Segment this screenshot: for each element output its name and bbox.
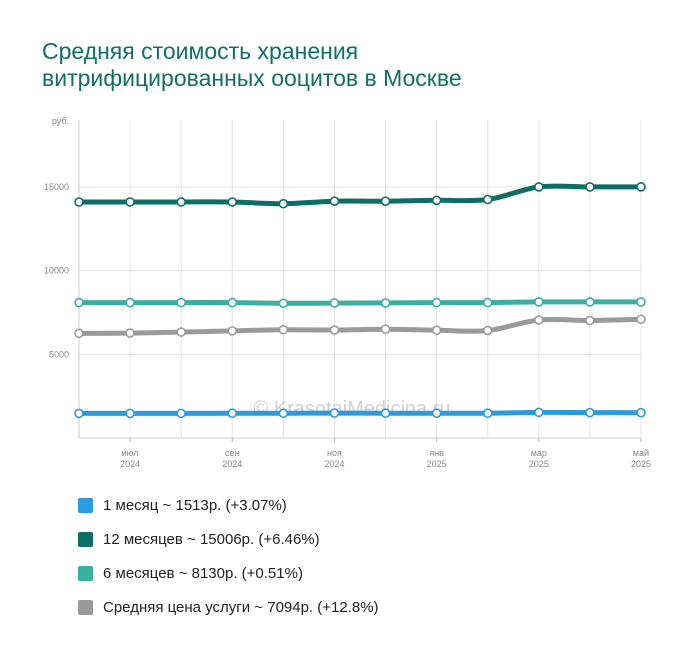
x-tick-label-year: 2025: [427, 459, 447, 469]
data-point-2-12: [636, 407, 646, 418]
data-point-1-11: [585, 315, 595, 326]
data-point-4-12: [636, 182, 646, 192]
series-line-1: [76, 316, 644, 336]
data-point-4-8: [431, 195, 442, 206]
legend-item-1-month[interactable]: 1 месяц ~ 1513р. (+3.07%): [78, 488, 379, 522]
x-tick-label-month: янв: [429, 448, 444, 458]
data-point-4-7: [380, 196, 391, 206]
data-point-1-3: [176, 327, 186, 337]
chart-title-line-1: Средняя стоимость хранения: [42, 38, 359, 64]
series-line-2: [76, 409, 644, 416]
legend-label-1-month: 1 месяц ~ 1513р. (+3.07%): [103, 496, 287, 514]
data-point-3-12: [636, 297, 646, 307]
chart-title-line-2: витрифицированных ооцитов в Москве: [42, 65, 462, 91]
legend-swatch-average-price: [78, 599, 93, 615]
data-point-2-7: [380, 408, 391, 419]
legend-item-6-months[interactable]: 6 месяцев ~ 8130р. (+0.51%): [78, 556, 379, 590]
data-point-1-12: [636, 314, 646, 325]
data-point-2-10: [534, 407, 544, 418]
data-point-4-10: [534, 182, 544, 192]
x-tick-label-month: июл: [122, 448, 139, 458]
data-point-3-2: [125, 297, 135, 308]
series-4: [74, 182, 646, 209]
data-point-4-4: [227, 197, 238, 207]
data-point-1-9: [482, 325, 493, 336]
data-point-2-8: [431, 408, 442, 419]
y-tick-label: 10000: [44, 266, 69, 276]
data-point-4-9: [482, 194, 493, 205]
data-point-2-2: [125, 408, 135, 419]
y-tick-label: 5000: [49, 349, 69, 359]
legend: 1 месяц ~ 1513р. (+3.07%) 12 месяцев ~ 1…: [78, 488, 379, 624]
data-point-3-11: [585, 297, 595, 307]
legend-swatch-1-month: [78, 497, 93, 513]
legend-swatch-6-months: [78, 565, 93, 581]
y-tick-label: 15000: [44, 182, 69, 192]
data-point-1-1: [74, 328, 84, 339]
data-point-1-10: [534, 315, 544, 325]
series: [74, 182, 646, 419]
data-point-3-5: [278, 298, 289, 309]
data-point-3-1: [74, 297, 84, 308]
legend-label-6-months: 6 месяцев ~ 8130р. (+0.51%): [103, 564, 303, 582]
data-point-3-8: [431, 297, 442, 308]
data-point-4-2: [125, 197, 135, 207]
data-point-1-4: [227, 326, 238, 336]
y-axis-unit: руб.: [52, 116, 69, 126]
axes: руб.50001000015000июл2024сен2024ноя2024я…: [44, 116, 651, 469]
data-point-4-1: [74, 197, 84, 207]
data-point-4-6: [329, 196, 340, 206]
data-point-1-2: [125, 328, 135, 338]
data-point-2-11: [585, 407, 595, 418]
x-tick-label-month: май: [633, 448, 649, 458]
series-1: [74, 314, 646, 339]
data-point-2-1: [74, 408, 84, 419]
data-point-1-5: [278, 324, 289, 335]
data-point-2-5: [278, 408, 289, 419]
series-line-4: [76, 183, 644, 207]
x-tick-label-year: 2024: [222, 459, 242, 469]
legend-label-average-price: Средняя цена услуги ~ 7094р. (+12.8%): [103, 598, 379, 616]
data-point-3-7: [380, 298, 391, 308]
legend-swatch-12-months: [78, 531, 93, 547]
data-point-4-11: [585, 182, 595, 192]
data-point-4-5: [278, 198, 289, 209]
data-point-2-3: [176, 408, 186, 419]
series-3: [74, 297, 646, 309]
x-tick-label-month: сен: [225, 448, 240, 458]
x-tick-label-year: 2025: [529, 459, 549, 469]
data-point-1-8: [431, 325, 442, 336]
legend-item-12-months[interactable]: 12 месяцев ~ 15006р. (+6.46%): [78, 522, 379, 556]
series-2: [74, 407, 646, 419]
data-point-2-4: [227, 408, 238, 419]
x-tick-label-year: 2025: [631, 459, 651, 469]
line-chart: © KrasotaiMedicina.ru руб.50001000015000…: [44, 116, 651, 469]
chart-title: Средняя стоимость хранения витрифицирова…: [42, 38, 642, 92]
data-point-2-9: [482, 408, 493, 419]
data-point-1-6: [329, 325, 340, 335]
data-point-2-6: [329, 408, 340, 418]
data-point-1-7: [380, 324, 391, 335]
legend-item-average-price[interactable]: Средняя цена услуги ~ 7094р. (+12.8%): [78, 590, 379, 624]
data-point-3-6: [329, 298, 340, 308]
data-point-3-9: [482, 297, 493, 308]
grid: [78, 120, 642, 438]
x-tick-label-month: ноя: [327, 448, 342, 458]
legend-label-12-months: 12 месяцев ~ 15006р. (+6.46%): [103, 530, 320, 548]
data-point-3-3: [176, 297, 186, 308]
data-point-3-4: [227, 297, 238, 308]
data-point-3-10: [534, 297, 544, 307]
x-tick-label-year: 2024: [324, 459, 344, 469]
x-tick-label-year: 2024: [120, 459, 140, 469]
data-point-4-3: [176, 197, 186, 207]
x-tick-label-month: мар: [531, 448, 547, 458]
series-line-3: [76, 299, 644, 306]
